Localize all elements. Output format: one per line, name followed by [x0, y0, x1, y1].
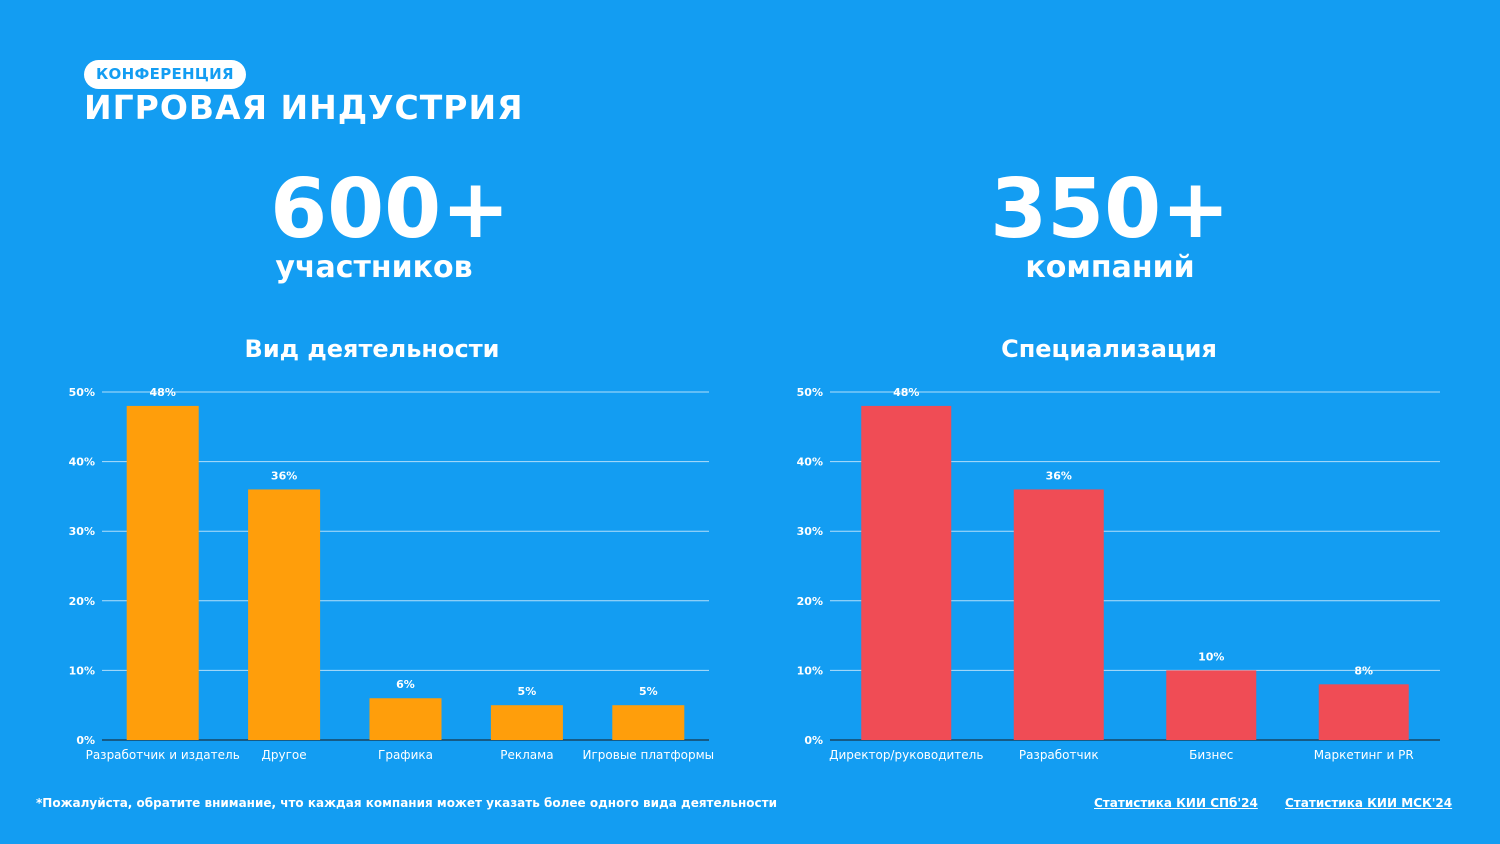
bar-value-label: 5%: [639, 685, 658, 698]
x-category-label: Директор/руководитель: [829, 748, 983, 762]
companies-value: 350+: [990, 162, 1230, 257]
y-tick-label: 20%: [69, 595, 95, 608]
y-tick-label: 30%: [797, 525, 823, 538]
bar: [1013, 489, 1104, 740]
bar-value-label: 6%: [396, 678, 415, 691]
bar: [612, 705, 685, 740]
x-category-label: Разработчик и издатель: [86, 748, 240, 762]
link-stats-spb[interactable]: Статистика КИИ СПб'24: [1094, 796, 1258, 810]
bar-value-label: 36%: [1046, 469, 1072, 482]
conference-badge: КОНФЕРЕНЦИЯ: [84, 60, 246, 89]
footnote: *Пожалуйста, обратите внимание, что кажд…: [36, 796, 778, 810]
y-tick-label: 40%: [69, 456, 95, 469]
x-category-label: Реклама: [500, 748, 553, 762]
bar-value-label: 8%: [1354, 664, 1373, 677]
bar-value-label: 36%: [271, 469, 297, 482]
y-tick-label: 0%: [76, 734, 95, 747]
x-category-label: Бизнес: [1189, 748, 1233, 762]
y-tick-label: 0%: [804, 734, 823, 747]
link-stats-msk[interactable]: Статистика КИИ МСК'24: [1285, 796, 1453, 810]
bar-value-label: 5%: [518, 685, 537, 698]
y-tick-label: 20%: [797, 595, 823, 608]
x-category-label: Маркетинг и PR: [1314, 748, 1414, 762]
chart-title-specialization: Специализация: [1001, 335, 1217, 363]
bar: [490, 705, 563, 740]
y-tick-label: 40%: [797, 456, 823, 469]
conference-title: ИГРОВАЯ ИНДУСТРИЯ: [84, 88, 524, 127]
chart-title-activity: Вид деятельности: [244, 335, 500, 363]
bar: [248, 489, 321, 740]
participants-label: участников: [275, 250, 473, 285]
x-category-label: Графика: [378, 748, 433, 762]
bar: [861, 405, 952, 740]
bar: [1318, 684, 1409, 740]
y-tick-label: 50%: [69, 386, 95, 399]
x-category-label: Другое: [262, 748, 307, 762]
y-tick-label: 10%: [69, 664, 95, 677]
companies-label: компаний: [1025, 250, 1195, 285]
participants-value: 600+: [270, 162, 510, 257]
specialization-bar-chart: 0% 10% 20% 30% 40% 50% 48% Директор/руководител…: [797, 386, 1440, 762]
y-tick-label: 50%: [797, 386, 823, 399]
bar: [1166, 670, 1257, 740]
bar-value-label: 48%: [893, 386, 919, 399]
activity-bar-chart: 0% 10% 20% 30% 40% 50% 48% Разработчик и издате…: [69, 386, 715, 762]
x-category-label: Игровые платформы: [583, 748, 715, 762]
bar-value-label: 10%: [1198, 650, 1224, 663]
x-category-label: Разработчик: [1019, 748, 1099, 762]
bar-value-label: 48%: [150, 386, 176, 399]
y-tick-label: 30%: [69, 525, 95, 538]
y-tick-label: 10%: [797, 664, 823, 677]
bar: [126, 405, 199, 740]
bar: [369, 698, 442, 740]
